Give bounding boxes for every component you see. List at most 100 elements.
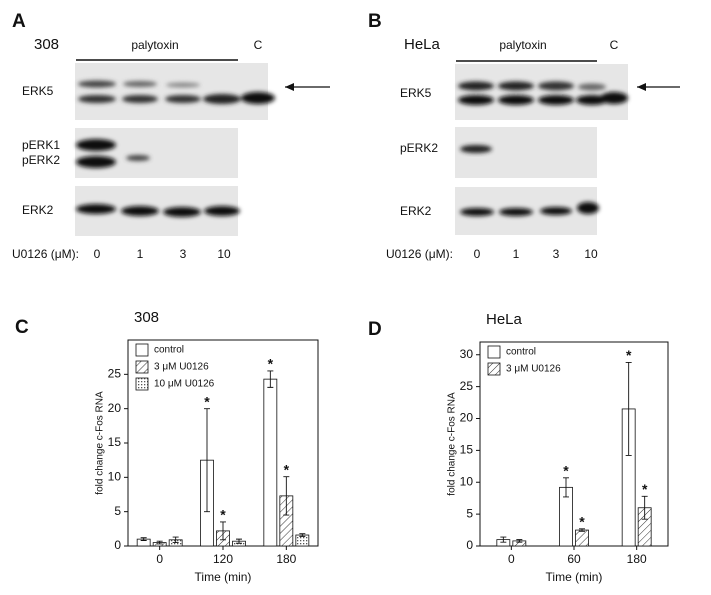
error-bar: [220, 521, 226, 541]
y-tick-label: 5: [466, 506, 473, 520]
x-axis-label: Time (min): [546, 570, 603, 584]
treatment: palytoxin: [499, 38, 546, 52]
y-tick-label: 15: [108, 435, 122, 449]
lane-label: 1: [137, 247, 144, 261]
blot-box: [75, 128, 238, 178]
y-tick-label: 10: [108, 470, 122, 484]
chart-title: HeLa: [486, 311, 523, 328]
error-bar: [267, 370, 274, 388]
bar-chart: D HeLa fold change c-Fos RNA Time (min) 0 5 10…: [368, 311, 669, 584]
significance-mark: *: [284, 461, 290, 477]
panel-letter: C: [15, 317, 29, 338]
error-bar: [156, 540, 163, 545]
row-label: pERK2: [22, 153, 60, 167]
arrow-head: [637, 83, 646, 91]
lanes-label: U0126 (μM):: [12, 247, 79, 261]
x-tick-label: 120: [213, 552, 233, 566]
y-tick-label: 0: [466, 538, 473, 552]
lane-label: 0: [474, 247, 481, 261]
y-tick-label: 5: [114, 504, 121, 518]
arrow-head: [285, 83, 294, 91]
bands: [460, 145, 492, 153]
row-label: pERK1: [22, 138, 60, 152]
y-tick-label: 20: [460, 411, 474, 425]
blot-box: [455, 64, 628, 120]
lane-label: 3: [180, 247, 187, 261]
blot-panel-b: B HeLa palytoxin C ERK5 pERK2 ERK2 U0126…: [368, 11, 680, 261]
error-bar: [299, 533, 306, 537]
lane-label: 0: [94, 247, 101, 261]
bands: [460, 202, 599, 216]
bands: [78, 80, 275, 104]
lane-label: 10: [584, 247, 598, 261]
error-bar: [625, 361, 632, 456]
error-bar: [641, 495, 648, 520]
bar-chart: C 308 fold change c-Fos RNA Time (min) 0 5 10 1…: [15, 309, 319, 584]
legend-swatch: [487, 362, 501, 376]
significance-mark: *: [220, 507, 226, 523]
legend-swatch: [135, 360, 149, 374]
significance-mark: *: [579, 513, 585, 529]
significance-mark: *: [204, 393, 210, 409]
cell-line: 308: [34, 36, 59, 53]
x-axis-label: Time (min): [195, 570, 252, 584]
legend-label: control: [154, 345, 184, 356]
y-tick-label: 25: [108, 367, 122, 381]
y-tick-label: 0: [114, 538, 121, 552]
row-label: ERK2: [400, 204, 432, 218]
y-axis-label: fold change c-Fos RNA: [447, 392, 458, 496]
y-tick-label: 20: [108, 401, 122, 415]
blot-box: [75, 63, 268, 120]
error-bar: [500, 536, 507, 543]
legend-label: control: [506, 347, 536, 358]
legend-label: 10 μM U0126: [154, 379, 215, 390]
error-bar: [563, 477, 569, 498]
lane-label: 3: [553, 247, 560, 261]
error-bar: [579, 528, 585, 532]
error-bar: [236, 538, 242, 544]
legend-label: 3 μM U0126: [154, 362, 209, 373]
significance-mark: *: [268, 356, 274, 372]
x-tick-label: 180: [276, 552, 296, 566]
row-label: ERK2: [22, 203, 54, 217]
bands: [458, 81, 628, 105]
y-tick-label: 25: [460, 379, 474, 393]
cell-line: HeLa: [404, 36, 441, 53]
legend-swatch: [487, 345, 501, 359]
row-label: ERK5: [400, 86, 432, 100]
control-lane: C: [610, 38, 619, 52]
bar: [575, 529, 589, 547]
legend-swatch: [135, 343, 149, 357]
significance-mark: *: [626, 347, 632, 363]
x-tick-label: 0: [156, 552, 163, 566]
error-bar: [140, 537, 147, 541]
error-bar: [516, 539, 523, 543]
x-tick-label: 60: [567, 552, 581, 566]
blot-panel-a: A 308 palytoxin C ERK5 pERK1 pERK2 ERK2 …: [12, 11, 330, 261]
x-tick-label: 0: [508, 552, 515, 566]
error-bar: [283, 476, 290, 516]
panel-letter: D: [368, 319, 382, 340]
bands: [76, 204, 240, 217]
error-bar: [172, 536, 179, 544]
error-bar: [204, 408, 210, 513]
chart-title: 308: [134, 309, 159, 326]
bar: [263, 378, 278, 547]
significance-mark: *: [642, 481, 648, 497]
y-tick-label: 15: [460, 443, 474, 457]
panel-letter: B: [368, 11, 382, 32]
lanes-label: U0126 (μM):: [386, 247, 453, 261]
control-lane: C: [254, 38, 263, 52]
lane-label: 1: [513, 247, 520, 261]
legend-label: 3 μM U0126: [506, 364, 561, 375]
y-axis-label: fold change c-Fos RNA: [95, 391, 106, 495]
row-label: ERK5: [22, 84, 54, 98]
significance-mark: *: [563, 462, 569, 478]
row-label: pERK2: [400, 141, 438, 155]
panel-letter: A: [12, 11, 26, 32]
bands: [76, 139, 150, 168]
lane-label: 10: [217, 247, 231, 261]
y-tick-label: 10: [460, 474, 474, 488]
treatment: palytoxin: [131, 38, 178, 52]
